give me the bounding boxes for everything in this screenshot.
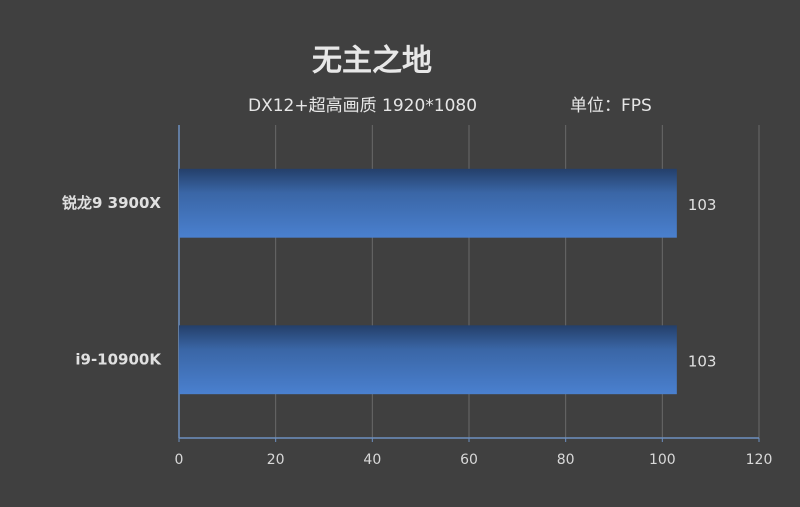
unit-label: 单位：FPS — [570, 96, 652, 116]
x-tick-label: 40 — [363, 452, 381, 468]
x-tick-label: 120 — [746, 452, 773, 468]
bar — [179, 325, 677, 395]
chart-title: 无主之地 — [312, 44, 432, 79]
x-tick-label: 60 — [460, 452, 478, 468]
data-label: 103 — [688, 196, 717, 214]
chart-subtitle: DX12+超高画质 1920*1080 — [248, 96, 477, 116]
x-tick-label: 0 — [175, 452, 184, 468]
x-tick-label: 20 — [267, 452, 285, 468]
x-tick-label: 80 — [557, 452, 575, 468]
data-label: 103 — [688, 352, 717, 370]
y-tick-label: i9-10900K — [75, 350, 162, 368]
y-tick-label: 锐龙9 3900X — [62, 194, 161, 212]
bar — [179, 168, 677, 238]
x-tick-label: 100 — [649, 452, 676, 468]
